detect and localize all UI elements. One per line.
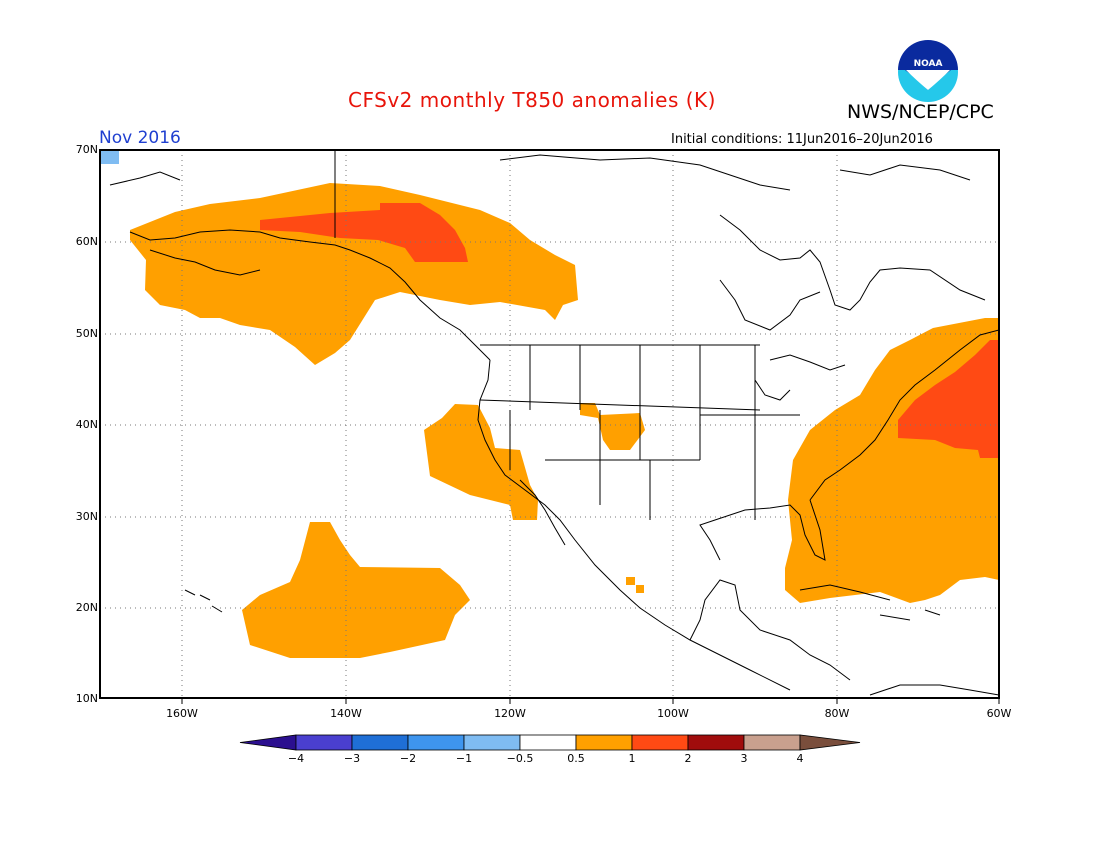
lat-label-20n: 20N	[75, 601, 98, 614]
colorbar-tick-label: −0.5	[506, 752, 534, 765]
colorbar-arrow-high	[799, 734, 861, 751]
map-frame	[99, 149, 1000, 699]
lat-label-10n: 10N	[75, 692, 98, 705]
valid-month: Nov 2016	[99, 128, 181, 148]
colorbar-swatch	[519, 734, 577, 751]
lon-label-60w: 60W	[986, 707, 1012, 720]
colorbar-swatch	[295, 734, 353, 751]
subtropical-pacific-anomaly-region	[242, 522, 470, 658]
anomaly-gt-0-5-regions	[130, 183, 999, 658]
colorbar-swatch	[687, 734, 745, 751]
colorbar-tick-label: 2	[684, 752, 692, 765]
initial-conditions: Initial conditions: 11Jun2016–20Jun2016	[671, 132, 933, 147]
colorbar-swatch	[351, 734, 409, 751]
colorbar-tick-label: −4	[287, 752, 305, 765]
colorbar-tick-label: 4	[796, 752, 804, 765]
lat-label-40n: 40N	[75, 418, 98, 431]
lon-label-160w: 160W	[166, 707, 198, 720]
colorbar-tick-label: −1	[455, 752, 473, 765]
coastlines	[109, 150, 999, 696]
gulf-anomaly-speck	[626, 577, 635, 585]
colorbar-swatch	[575, 734, 633, 751]
noaa-logo: NOAA	[898, 40, 958, 102]
lon-label-80w: 80W	[824, 707, 850, 720]
colorbar-tick-label: 0.5	[567, 752, 585, 765]
lon-label-100w: 100W	[657, 707, 689, 720]
colorbar-tick-label: 3	[740, 752, 748, 765]
lat-label-50n: 50N	[75, 327, 98, 340]
colorbar-tick-label: −3	[343, 752, 361, 765]
northeast-atlantic-anomaly-region	[898, 340, 999, 458]
lon-label-120w: 120W	[494, 707, 526, 720]
agency-label: NWS/NCEP/CPC	[847, 101, 994, 123]
lat-label-30n: 30N	[75, 510, 98, 523]
anomaly-gt-1-regions	[260, 203, 999, 458]
colorbar-swatch	[407, 734, 465, 751]
california-anomaly-region	[424, 404, 538, 520]
alaska-anomaly-region	[130, 183, 578, 365]
colorbar-swatch	[463, 734, 521, 751]
lat-label-60n: 60N	[75, 235, 98, 248]
colorbar-arrow-low	[239, 734, 297, 751]
arctic-negative-anomaly	[101, 150, 119, 164]
colorbar-swatch	[631, 734, 689, 751]
four-corners-anomaly-region	[580, 403, 645, 450]
colorbar-tick-label: −2	[399, 752, 417, 765]
atlantic-anomaly-region	[785, 318, 999, 603]
map-title: CFSv2 monthly T850 anomalies (K)	[348, 88, 716, 112]
yukon-anomaly-region	[260, 203, 468, 262]
lat-label-70n: 70N	[75, 143, 98, 156]
colorbar-tick-label: 1	[628, 752, 636, 765]
colorbar-swatch	[743, 734, 801, 751]
noaa-logo-text: NOAA	[914, 59, 943, 69]
lon-label-140w: 140W	[330, 707, 362, 720]
gridlines	[100, 150, 999, 698]
